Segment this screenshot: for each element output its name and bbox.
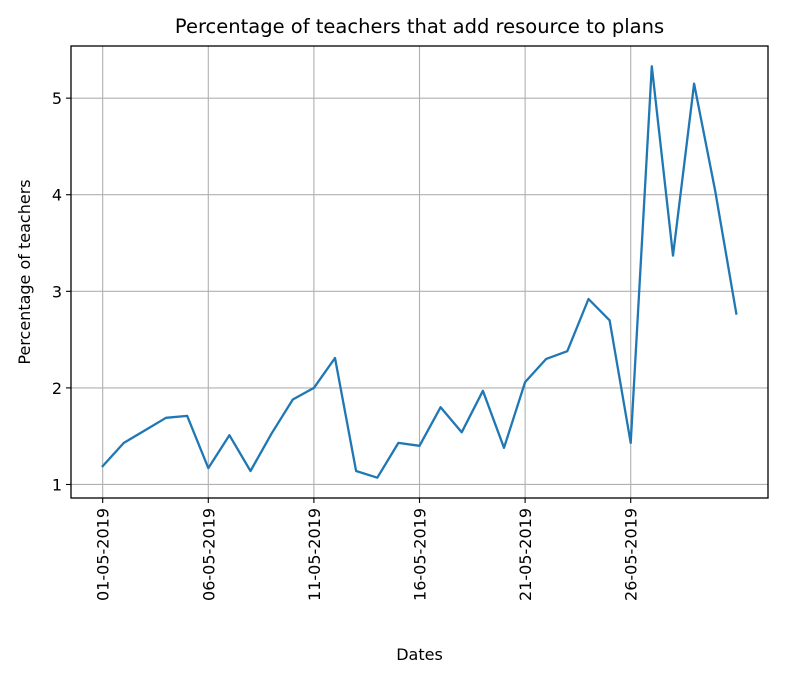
y-axis: 1 2 3 4 5 [52, 89, 71, 494]
y-tick-label: 4 [52, 186, 62, 205]
x-axis-title: Dates [396, 645, 443, 664]
x-tick-label: 26-05-2019 [622, 508, 641, 601]
x-tick-label: 01-05-2019 [94, 508, 113, 601]
y-tick-label: 1 [52, 475, 62, 494]
x-tick-label: 11-05-2019 [305, 508, 324, 601]
chart-title: Percentage of teachers that add resource… [175, 15, 664, 38]
x-tick-label: 06-05-2019 [199, 508, 218, 601]
series-line [101, 65, 738, 479]
y-tick-label: 3 [52, 282, 62, 301]
y-axis-title: Percentage of teachers [15, 179, 34, 364]
series-layer [101, 65, 738, 479]
grid-lines [71, 46, 768, 498]
x-tick-label: 16-05-2019 [411, 508, 430, 601]
y-tick-label: 5 [52, 89, 62, 108]
x-tick-label: 21-05-2019 [516, 508, 535, 601]
y-tick-label: 2 [52, 379, 62, 398]
x-axis: 01-05-2019 06-05-2019 11-05-2019 16-05-2019… [94, 498, 641, 601]
